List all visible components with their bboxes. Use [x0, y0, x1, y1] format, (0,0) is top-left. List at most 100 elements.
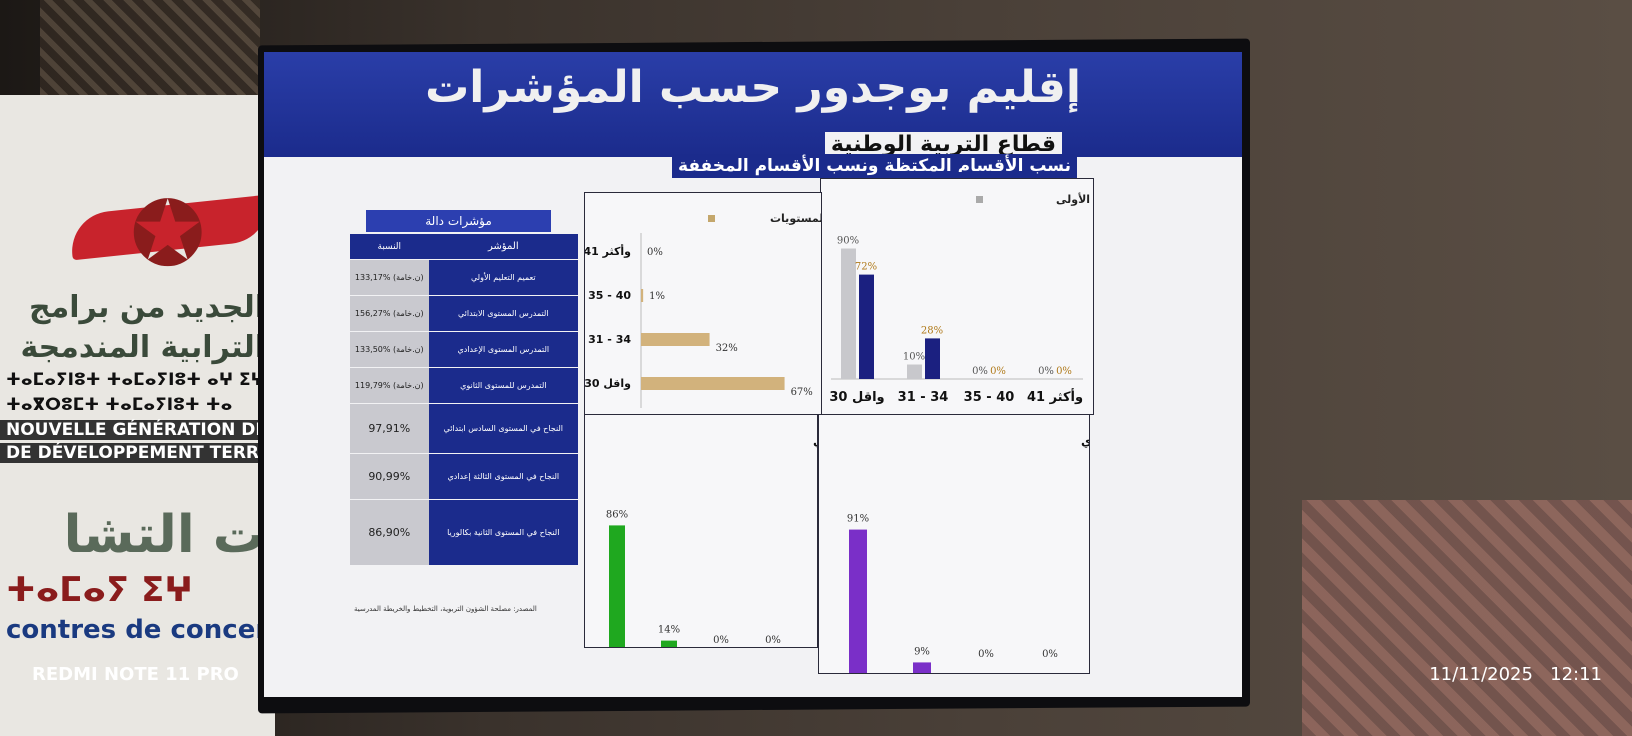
table-header-row: النسبة المؤشر: [350, 234, 578, 260]
indicators-title: مؤشرات دالة: [366, 210, 551, 232]
subtitle-strip: [887, 172, 987, 176]
chart-first-year-svg: السنة الأولى 90% 72% 30 واقل 10% 28% 31 - 34 0%…: [829, 192, 1093, 405]
bar: [925, 338, 940, 379]
data-label: 0%: [713, 635, 729, 646]
tick-label: 30 واقل: [829, 390, 884, 405]
indicator-cell: النجاح في المستوى الثالثة إعدادي: [428, 454, 578, 500]
banner-line-1: الجديد من برامج: [29, 290, 265, 325]
rate-cell: 97,91%: [350, 404, 429, 454]
sector-title: قطاع التربية الوطنية: [824, 132, 1062, 157]
data-label: 10%: [903, 352, 925, 363]
indicator-cell: التمدرس المستوى الإعدادي: [428, 332, 578, 368]
banner-line-4: ⵜⴰⴳⵔⵓⵎⵜ ⵜⴰⵎⴰⵢⵏⵓⵜ ⵜⴰ: [6, 395, 233, 415]
tick-label: 41 وأكثر: [585, 244, 631, 258]
rate-cell: 119,79% (ن.خامة): [350, 368, 429, 404]
chart-high-school: التعليم الثانوي التأهيلي86%36 واقل14%37 …: [584, 414, 818, 648]
chart-other-levels: باقي المستويات 41 وأكثر 0% 35 - 40 1% 31 - 34…: [584, 192, 822, 415]
data-label: 9%: [914, 646, 930, 657]
banner-line-3: ⵜⴰⵎⴰⵢⵏⵓⵜ ⵜⴰⵎⴰⵢⵏⵓⵜ ⴰⵖ ⵉⵖ: [6, 370, 265, 390]
data-label: 0%: [1056, 366, 1072, 377]
data-label: 0%: [972, 366, 988, 377]
rate-cell: 90,99%: [350, 454, 429, 500]
indicators-table: النسبة المؤشر 133,17% (ن.خامة) تعميم التع…: [350, 234, 578, 566]
banner-line-6: DE DÉVELOPPEMENT TERRITOR: [0, 443, 304, 463]
bar: [661, 640, 677, 647]
data-label: 1%: [649, 291, 665, 302]
bar: [641, 377, 785, 390]
slide-title: إقليم بوجدور حسب المؤشرات: [425, 62, 1081, 113]
rollup-banner: ✪ الجديد من برامج الترابية المندمجة ⵜⴰⵎⴰ…: [0, 95, 304, 736]
banner-line-7: ت التشا: [63, 505, 265, 565]
tick-label: 31 - 34: [898, 390, 949, 405]
data-label: 86%: [606, 509, 628, 520]
chart-high-school-svg: التعليم الثانوي التأهيلي86%36 واقل14%37 …: [606, 433, 817, 647]
col-indicator-header: المؤشر: [428, 234, 578, 260]
banner-line-8: ⵜⴰⵎⴰⵢ ⵉⵖ: [6, 570, 193, 610]
data-label: 72%: [855, 262, 877, 273]
banner-line-5: NOUVELLE GÉNÉRATION DE PR: [0, 420, 299, 440]
title-bar: إقليم بوجدور حسب المؤشرات: [264, 52, 1242, 157]
bar: [841, 248, 856, 379]
data-label: 0%: [978, 649, 994, 660]
table-row: 156,27% (ن.خامة) التمدرس المستوى الابتدائ…: [350, 296, 578, 332]
tick-label: 35 - 40: [964, 390, 1015, 405]
chart-first-year: السنة الأولى 90% 72% 30 واقل 10% 28% 31 - 34 0%…: [820, 178, 1094, 415]
photo-timestamp: 11/11/2025 12:11: [1429, 664, 1602, 685]
table-row: 86,90% النجاح في المستوى الثانية بكالوريا: [350, 500, 578, 566]
table-row: 133,17% (ن.خامة) تعميم التعليم الأولي: [350, 260, 578, 296]
table-row: 97,91% النجاح في المستوى السادس ابتدائي: [350, 404, 578, 454]
wall-ornament: [40, 0, 260, 95]
data-label: 14%: [658, 625, 680, 636]
chart-middle-school: التعليم الثانوي الإعدادي91%36 واقل9%37 -…: [818, 414, 1090, 674]
rate-cell: 156,27% (ن.خامة): [350, 296, 429, 332]
bar: [641, 333, 710, 346]
col-rate-header: النسبة: [350, 234, 429, 260]
source-note: المصدر: مصلحة الشؤون التربوية، التخطيط و…: [354, 605, 537, 613]
data-label: 32%: [716, 343, 738, 354]
legend-label: السنة الأولى: [1056, 192, 1093, 206]
legend-label: باقي المستويات: [770, 212, 821, 225]
photo-time: 12:11: [1550, 664, 1602, 685]
legend-swatch: [708, 215, 715, 222]
indicator-cell: تعميم التعليم الأولي: [428, 260, 578, 296]
data-label: 90%: [837, 236, 859, 247]
banner-line-9: contres de concer: [6, 615, 269, 645]
data-label: 28%: [921, 325, 943, 336]
bar: [907, 364, 922, 379]
rate-cell: 86,90%: [350, 500, 429, 566]
chart-title: التعليم الثانوي الإعدادي: [1081, 434, 1089, 449]
bar: [609, 525, 625, 647]
chart-middle-school-svg: التعليم الثانوي الإعدادي91%36 واقل9%37 -…: [847, 434, 1089, 673]
indicator-cell: التمدرس للمستوى الثانوي: [428, 368, 578, 404]
tick-label: 30 واقل: [585, 377, 631, 390]
chart-other-levels-svg: باقي المستويات 41 وأكثر 0% 35 - 40 1% 31 - 34…: [585, 212, 821, 408]
data-label: 0%: [990, 366, 1006, 377]
carpet-pattern: [1302, 500, 1632, 736]
bar: [913, 662, 931, 673]
indicator-cell: التمدرس المستوى الابتدائي: [428, 296, 578, 332]
slide-subtitle: نسب الأقسام المكتظة ونسب الأقسام المخففة: [672, 154, 1077, 178]
data-label: 0%: [1042, 649, 1058, 660]
tick-label: 31 - 34: [588, 333, 631, 346]
data-label: 91%: [847, 514, 869, 525]
star-logo-icon: ✪: [130, 182, 206, 287]
banner-line-2: الترابية المندمجة: [20, 330, 265, 365]
data-label: 67%: [791, 387, 813, 398]
rate-cell: 133,17% (ن.خامة): [350, 260, 429, 296]
indicator-cell: النجاح في المستوى الثانية بكالوريا: [428, 500, 578, 566]
rate-cell: 133,50% (ن.خامة): [350, 332, 429, 368]
table-row: 119,79% (ن.خامة) التمدرس للمستوى الثانوي: [350, 368, 578, 404]
table-row: 90,99% النجاح في المستوى الثالثة إعدادي: [350, 454, 578, 500]
tick-label: 35 - 40: [588, 289, 631, 302]
data-label: 0%: [1038, 366, 1054, 377]
bar: [849, 529, 867, 673]
tick-label: 41 وأكثر: [1027, 388, 1083, 405]
device-watermark: REDMI NOTE 11 PRO: [32, 664, 239, 685]
tv-screen: إقليم بوجدور حسب المؤشرات قطاع التربية ا…: [264, 52, 1242, 697]
chart-title: التعليم الثانوي التأهيلي: [813, 433, 817, 449]
bar: [859, 274, 874, 379]
bar: [641, 289, 644, 302]
data-label: 0%: [647, 247, 663, 258]
table-row: 133,50% (ن.خامة) التمدرس المستوى الإعدادي: [350, 332, 578, 368]
legend-swatch: [976, 196, 983, 203]
